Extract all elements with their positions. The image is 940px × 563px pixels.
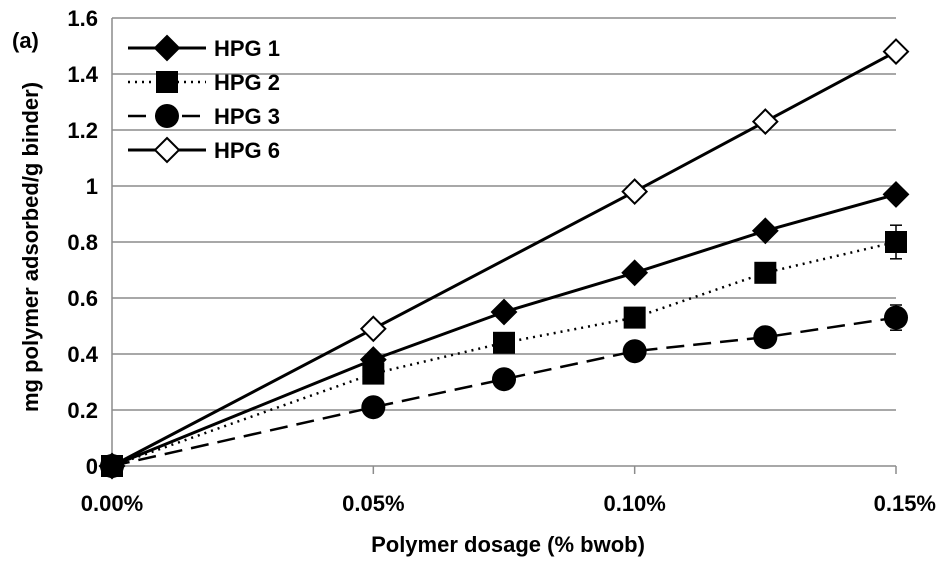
data-point (754, 261, 777, 284)
legend-marker (156, 71, 178, 93)
data-point (490, 298, 518, 326)
data-point (622, 339, 647, 364)
y-tick-label: 1.6 (67, 6, 98, 31)
y-tick-label: 0.6 (67, 286, 98, 311)
y-tick-label: 1.4 (67, 62, 98, 87)
legend-item: HPG 6 (128, 136, 280, 164)
series-line (111, 316, 897, 468)
legend-label: HPG 2 (214, 70, 280, 95)
legend-item: HPG 2 (128, 70, 280, 95)
y-tick-label: 1.2 (67, 118, 98, 143)
series-hpg-1 (98, 180, 910, 480)
x-tick-label: 0.10% (603, 491, 665, 516)
series-line (111, 240, 897, 468)
data-point (882, 38, 910, 66)
data-point (492, 367, 516, 392)
grid-lines (112, 17, 896, 411)
data-point (361, 395, 386, 420)
series-hpg-3 (100, 304, 908, 478)
y-axis-title: mg polymer adsorbed/g binder) (18, 82, 43, 412)
data-point (753, 325, 778, 350)
data-point (621, 259, 649, 287)
y-tick-label: 0.8 (67, 230, 98, 255)
legend-label: HPG 1 (214, 36, 280, 61)
x-tick-label: 0.00% (81, 491, 143, 516)
data-point (621, 178, 649, 206)
data-point (751, 217, 779, 245)
data-point (623, 306, 646, 329)
legend-item: HPG 1 (128, 34, 280, 62)
data-point (362, 362, 385, 385)
legend-label: HPG 6 (214, 138, 280, 163)
legend-marker (153, 34, 181, 62)
y-tick-labels: 0 0.2 0.4 0.6 0.8 1 1.2 1.4 1.6 (67, 6, 98, 479)
data-point (884, 305, 908, 330)
legend: HPG 1 HPG 2 HPG 3 HPG 6 (128, 34, 280, 164)
data-point (493, 331, 515, 354)
x-tick-label: 0.15% (874, 491, 936, 516)
x-axis-title: Polymer dosage (% bwob) (371, 532, 645, 557)
axes (111, 18, 897, 474)
data-point (359, 315, 387, 343)
series-hpg-2 (101, 224, 907, 477)
data-point (885, 231, 907, 253)
legend-marker (155, 104, 179, 128)
legend-label: HPG 3 (214, 104, 280, 129)
data-point (751, 108, 779, 136)
series-line (111, 192, 897, 468)
panel-label: (a) (12, 28, 39, 53)
y-tick-label: 0.2 (67, 398, 98, 423)
legend-item: HPG 3 (128, 104, 280, 129)
legend-marker (153, 136, 181, 164)
series-layer (98, 38, 910, 480)
y-tick-label: 0 (86, 454, 98, 479)
data-point (882, 180, 910, 208)
y-tick-label: 1 (86, 174, 98, 199)
data-point (100, 454, 124, 478)
y-tick-label: 0.4 (67, 342, 98, 367)
x-tick-labels: 0.00% 0.05% 0.10% 0.15% (81, 491, 936, 516)
x-tick-label: 0.05% (342, 491, 404, 516)
